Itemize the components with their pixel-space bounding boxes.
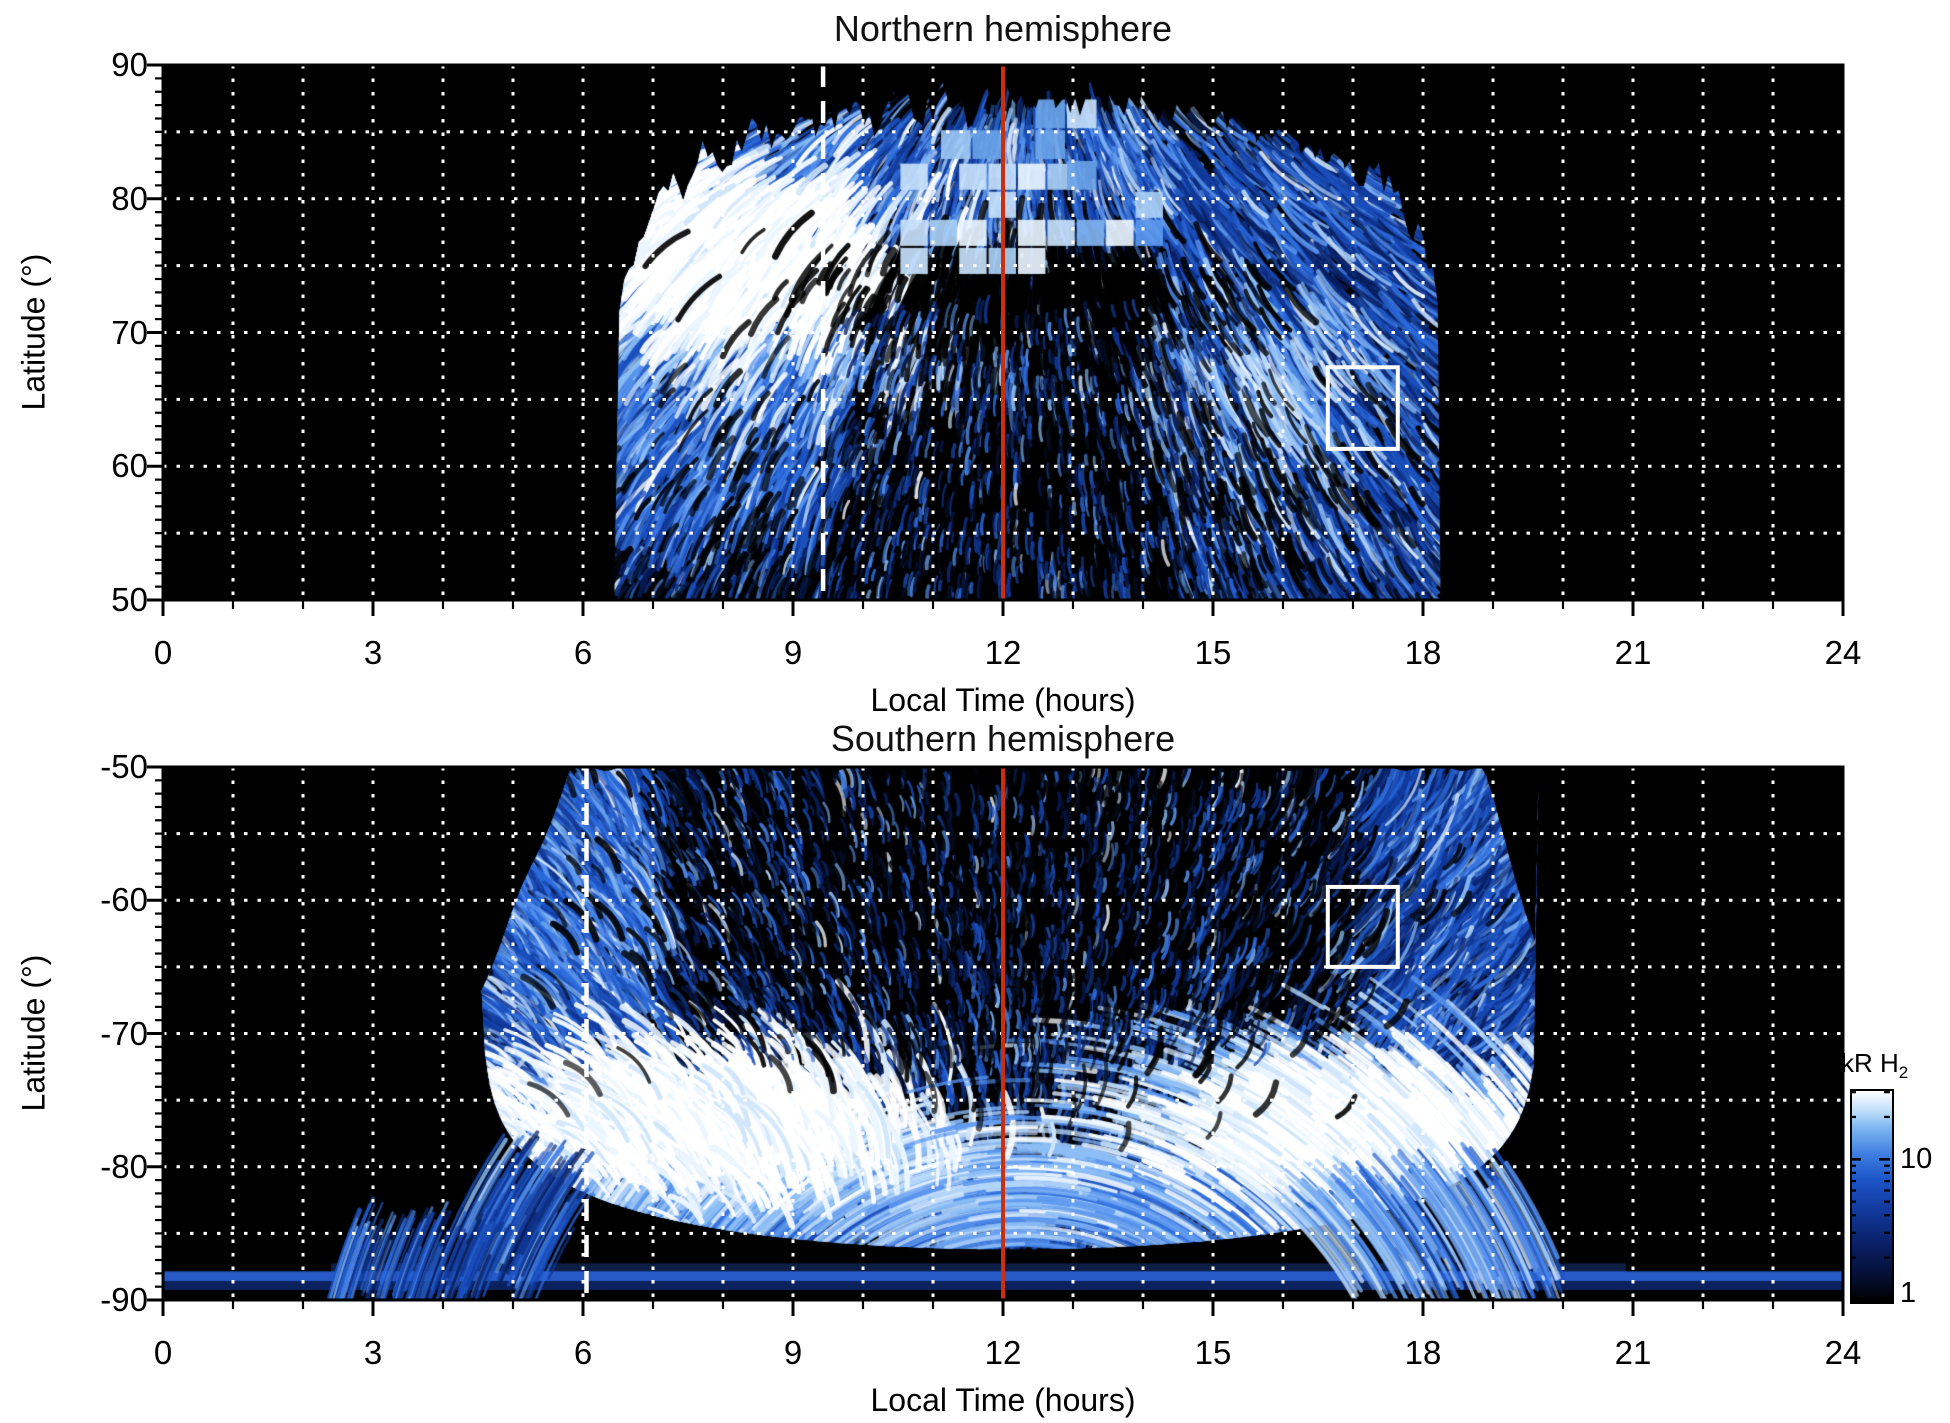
x-tick-label: 12 (984, 1334, 1022, 1371)
x-tick-label: 6 (573, 1334, 593, 1371)
y-tick-label: -60 (100, 881, 148, 919)
x-tick-label: 15 (1194, 634, 1232, 671)
y-tick-label: 90 (111, 46, 148, 83)
colorbar (1850, 1089, 1894, 1304)
x-tick-label: 15 (1194, 1334, 1232, 1371)
x-tick-label: 24 (1824, 634, 1862, 671)
x-tick-label: 18 (1404, 1334, 1442, 1371)
y-tick-label: 80 (111, 179, 148, 217)
north-x-axis-label: Local Time (hours) (870, 682, 1136, 718)
colorbar-title-sub: 2 (1898, 1063, 1909, 1083)
north-y-axis-label: Latitude (°) (15, 253, 52, 411)
x-tick-label: 0 (153, 1334, 173, 1371)
y-tick-label: 70 (111, 313, 148, 351)
x-tick-label: 18 (1404, 634, 1442, 671)
south-y-axis-label: Latitude (°) (15, 954, 52, 1112)
x-tick-label: 3 (363, 1334, 383, 1371)
x-tick-label: 9 (783, 634, 803, 671)
x-tick-label: 3 (363, 634, 383, 671)
x-tick-label: 0 (153, 634, 173, 671)
x-tick-label: 24 (1824, 1334, 1862, 1371)
y-tick-label: 50 (111, 581, 148, 618)
y-tick-label: -70 (100, 1014, 148, 1052)
colorbar-title: kR H2 (1841, 1048, 1908, 1083)
colorbar-tick-label: 10 (1900, 1143, 1933, 1176)
north-panel-title: Northern hemisphere (833, 8, 1173, 49)
colorbar-title-main: kR H (1841, 1048, 1899, 1078)
south-heatmap-canvas (163, 767, 1843, 1300)
south-x-axis-label: Local Time (hours) (870, 1382, 1136, 1418)
y-tick-label: 60 (111, 447, 148, 485)
x-tick-label: 6 (573, 634, 593, 671)
y-tick-label: -50 (100, 748, 148, 785)
x-tick-label: 21 (1614, 634, 1652, 671)
colorbar-tick-label: 1 (1900, 1277, 1917, 1309)
y-tick-label: -90 (100, 1281, 148, 1318)
y-tick-label: -80 (100, 1147, 148, 1185)
north-heatmap-canvas (163, 65, 1843, 600)
x-tick-label: 12 (984, 634, 1022, 671)
x-tick-label: 9 (783, 1334, 803, 1371)
x-tick-label: 21 (1614, 1334, 1652, 1371)
south-panel-title: Southern hemisphere (830, 718, 1176, 759)
